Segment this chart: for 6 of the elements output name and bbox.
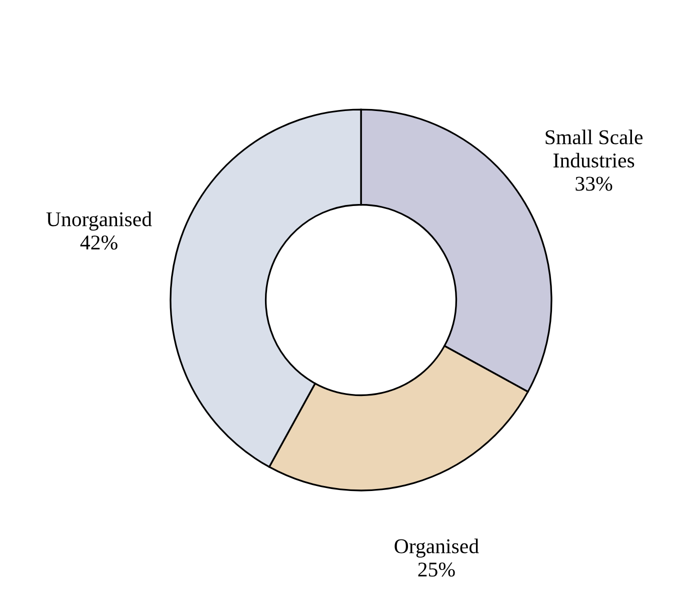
data-label: 25% <box>418 562 455 577</box>
data-label: 42% <box>80 236 118 250</box>
slice-label: Organised <box>394 538 479 558</box>
slice-label: Unorganised <box>46 212 152 231</box>
data-label: 33% <box>576 176 612 191</box>
slice-label: Small Scale Industries <box>546 130 643 168</box>
